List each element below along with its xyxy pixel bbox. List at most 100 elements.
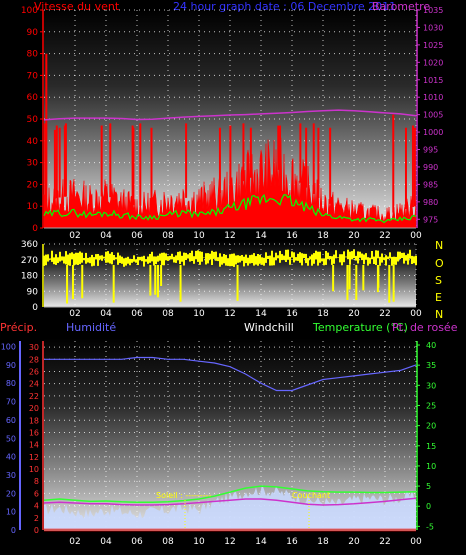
wind-x-tick-label: 06 <box>131 231 143 241</box>
barometer-y-tick-label: 1005 <box>423 111 443 120</box>
temperature-y-tick-label: 25 <box>426 401 436 410</box>
wind-x-tick-label: 04 <box>100 231 112 241</box>
wind-x-tick-label: 00 <box>410 231 422 241</box>
precip-y-tick-label: 18 <box>29 416 39 425</box>
wind-y-tick-label: 100 <box>21 6 38 16</box>
wind-title: Vitesse du vent <box>34 0 120 13</box>
precip-y-tick-label: 28 <box>29 355 39 364</box>
humidity-x-tick-label: 14 <box>255 537 267 547</box>
compass-label-e: E <box>435 291 442 304</box>
wind-y-tick-label: 10 <box>27 202 39 212</box>
barometer-y-tick-label: 980 <box>423 198 438 207</box>
humidity-y-tick-label: 0 <box>11 526 16 535</box>
humidity-y-tick-label: 100 <box>1 343 16 352</box>
wind-x-tick-label: 20 <box>348 231 360 241</box>
direction-x-tick-label: 02 <box>69 309 80 319</box>
wind-y-tick-label: 20 <box>27 180 39 190</box>
wind-x-tick-label: 02 <box>69 231 80 241</box>
humidity-y-tick-label: 80 <box>6 379 16 388</box>
wind-x-tick-label: 10 <box>193 231 205 241</box>
barometer-y-tick-label: 1030 <box>423 23 443 32</box>
direction-x-tick-label: 20 <box>348 309 360 319</box>
precip-y-tick-label: 12 <box>29 453 39 462</box>
wind-x-tick-label: 16 <box>286 231 298 241</box>
temperature-title: Temperature (°C) <box>312 321 408 334</box>
wind-x-tick-label: 14 <box>255 231 267 241</box>
humidity-title: Humidité <box>66 321 116 334</box>
barometer-y-tick-label: 985 <box>423 180 438 189</box>
wind-y-tick-label: 50 <box>27 115 39 125</box>
direction-y-tick-label: 270 <box>21 256 38 266</box>
direction-y-tick-label: 360 <box>21 240 38 250</box>
direction-x-tick-label: 22 <box>379 309 390 319</box>
barometer-y-tick-label: 1015 <box>423 76 443 85</box>
precip-y-tick-label: 26 <box>29 367 39 376</box>
humidity-x-tick-label: 20 <box>348 537 360 547</box>
humidity-y-tick-label: 50 <box>6 434 16 443</box>
axes-layer: 0102030405060708090100975980985990995100… <box>1 6 444 547</box>
temperature-y-tick-label: 30 <box>426 381 436 390</box>
precip-y-tick-label: 16 <box>29 428 39 437</box>
wind-y-tick-label: 60 <box>27 93 39 103</box>
barometer-y-tick-label: 1000 <box>423 128 443 137</box>
wind-y-tick-label: 80 <box>27 50 39 60</box>
compass-label-n-top: N <box>435 239 443 252</box>
precip-y-tick-label: 14 <box>29 441 39 450</box>
barometer-y-tick-label: 1010 <box>423 93 443 102</box>
temperature-y-tick-label: 20 <box>426 422 436 431</box>
humidity-x-tick-label: 02 <box>69 537 80 547</box>
humidity-y-tick-label: 10 <box>6 508 16 517</box>
barometer-title: Barometre <box>372 0 430 13</box>
precip-title: Précip. <box>0 321 37 334</box>
direction-x-tick-label: 18 <box>317 309 329 319</box>
direction-y-tick-label: 180 <box>21 272 38 282</box>
dewpoint-title: Pt. de rosée <box>392 321 458 334</box>
barometer-y-tick-label: 990 <box>423 163 438 172</box>
direction-x-tick-label: 16 <box>286 309 298 319</box>
barometer-y-tick-label: 995 <box>423 146 438 155</box>
wind-y-tick-label: 70 <box>27 71 39 81</box>
compass-label-o: O <box>435 257 444 270</box>
temperature-y-tick-label: 35 <box>426 361 436 370</box>
windchill-title: Windchill <box>244 321 294 334</box>
humidity-x-tick-label: 16 <box>286 537 298 547</box>
wind-y-tick-label: 40 <box>27 137 39 147</box>
precip-y-tick-label: 4 <box>34 502 39 511</box>
humidity-x-tick-label: 00 <box>410 537 422 547</box>
precip-y-tick-label: 8 <box>34 477 39 486</box>
temperature-y-tick-label: 15 <box>426 442 436 451</box>
barometer-y-tick-label: 1025 <box>423 41 443 50</box>
barometer-y-tick-label: 1035 <box>423 6 443 15</box>
sunset-label: Couchant <box>292 491 330 500</box>
humidity-x-tick-label: 06 <box>131 537 143 547</box>
barometer-y-tick-label: 1020 <box>423 58 443 67</box>
dewpoint-line <box>43 497 417 506</box>
direction-y-tick-label: 90 <box>27 287 39 297</box>
humidity-y-tick-label: 60 <box>6 416 16 425</box>
compass-label-n-bottom: N <box>435 308 443 321</box>
temperature-y-tick-label: 10 <box>426 462 436 471</box>
wind-average-line <box>43 193 417 224</box>
direction-x-tick-label: 08 <box>162 309 174 319</box>
humidity-y-tick-label: 40 <box>6 453 16 462</box>
direction-x-tick-label: 12 <box>224 309 235 319</box>
temperature-y-tick-label: 40 <box>426 341 436 350</box>
direction-x-tick-label: 04 <box>100 309 112 319</box>
direction-x-tick-label: 00 <box>410 309 422 319</box>
humidity-line <box>44 356 417 392</box>
wind-x-tick-label: 22 <box>379 231 390 241</box>
precip-y-tick-label: 0 <box>34 526 39 535</box>
direction-y-tick-label: 0 <box>32 303 38 313</box>
windchill-area <box>44 484 416 530</box>
humidity-y-tick-label: 20 <box>6 489 16 498</box>
direction-x-tick-label: 14 <box>255 309 267 319</box>
humidity-x-tick-label: 04 <box>100 537 112 547</box>
precip-y-tick-label: 10 <box>29 465 39 474</box>
precip-y-tick-label: 2 <box>34 514 39 523</box>
compass-label-s: S <box>435 274 442 287</box>
humidity-y-tick-label: 70 <box>6 398 16 407</box>
precip-y-tick-label: 20 <box>29 404 39 413</box>
temperature-line <box>43 485 417 503</box>
wind-y-tick-label: 0 <box>32 224 38 234</box>
wind-x-tick-label: 18 <box>317 231 329 241</box>
